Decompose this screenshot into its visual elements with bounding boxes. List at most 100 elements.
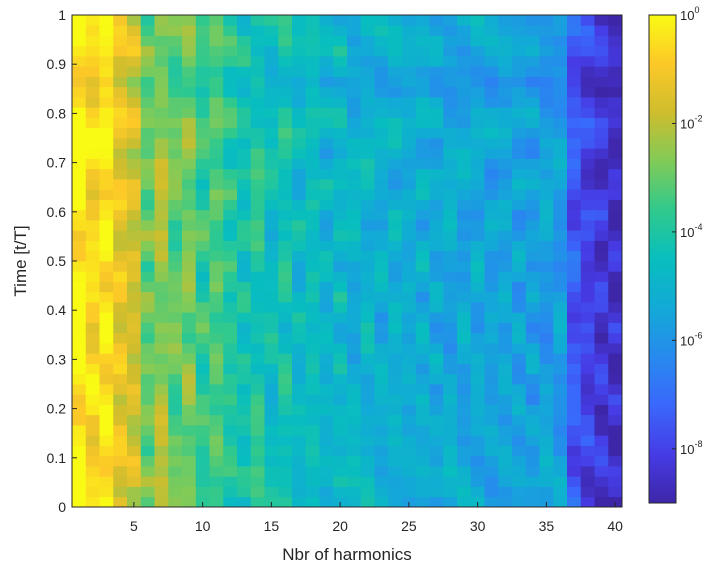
- heatmap-cell: [429, 179, 444, 190]
- heatmap-cell: [347, 199, 362, 211]
- heatmap-cell: [99, 476, 114, 487]
- heatmap-cell: [594, 373, 609, 385]
- heatmap-cell: [182, 332, 197, 344]
- heatmap-cell: [292, 250, 307, 262]
- heatmap-cell: [484, 86, 499, 98]
- heatmap-cell: [525, 107, 540, 118]
- heatmap-cell: [374, 127, 389, 139]
- heatmap-cell: [72, 35, 87, 47]
- heatmap-cell: [85, 302, 100, 313]
- heatmap-cell: [484, 220, 499, 231]
- heatmap-cell: [347, 404, 362, 416]
- heatmap-cell: [457, 158, 472, 170]
- heatmap-cell: [374, 353, 389, 364]
- heatmap-cell: [209, 66, 224, 77]
- heatmap-cell: [374, 384, 389, 395]
- heatmap-cell: [168, 302, 183, 313]
- heatmap-cell: [168, 373, 183, 385]
- heatmap-cell: [443, 148, 458, 159]
- heatmap-cell: [99, 15, 114, 26]
- heatmap-cell: [85, 363, 100, 375]
- heatmap-cell: [99, 35, 114, 47]
- heatmap-cell: [457, 281, 472, 293]
- heatmap-cell: [567, 189, 582, 200]
- heatmap-cell: [388, 127, 403, 139]
- heatmap-cell: [292, 97, 307, 108]
- heatmap-cell: [429, 15, 444, 26]
- heatmap-cell: [209, 199, 224, 211]
- x-tick-label: 25: [401, 518, 417, 534]
- heatmap-cell: [319, 312, 334, 323]
- heatmap-cell: [443, 76, 458, 88]
- heatmap-cell: [512, 127, 527, 139]
- heatmap-cell: [567, 496, 582, 508]
- heatmap-cell: [347, 230, 362, 241]
- heatmap-cell: [292, 343, 307, 354]
- heatmap-cell: [512, 97, 527, 108]
- heatmap-cell: [443, 271, 458, 282]
- heatmap-cell: [374, 240, 389, 252]
- heatmap-cell: [374, 466, 389, 477]
- heatmap-cell: [292, 486, 307, 498]
- heatmap-cell: [553, 486, 568, 498]
- heatmap-cell: [168, 281, 183, 293]
- heatmap-cell: [278, 168, 293, 180]
- heatmap-cell: [567, 466, 582, 477]
- heatmap-cell: [539, 373, 554, 385]
- heatmap-cell: [85, 97, 100, 108]
- heatmap-cell: [140, 373, 155, 385]
- heatmap-cell: [443, 261, 458, 272]
- heatmap-cell: [237, 291, 252, 303]
- heatmap-cell: [278, 425, 293, 436]
- heatmap-cell: [484, 168, 499, 180]
- heatmap-cell: [457, 496, 472, 508]
- heatmap-cell: [113, 107, 128, 118]
- heatmap-cell: [333, 486, 348, 498]
- heatmap-cell: [278, 445, 293, 457]
- heatmap-cell: [319, 35, 334, 47]
- heatmap-cell: [209, 445, 224, 457]
- heatmap-cell: [470, 138, 485, 149]
- heatmap-cell: [85, 127, 100, 139]
- heatmap-cell: [113, 281, 128, 293]
- heatmap-cell: [140, 179, 155, 190]
- heatmap-cell: [278, 86, 293, 98]
- heatmap-cell: [140, 15, 155, 26]
- heatmap-cell: [319, 343, 334, 354]
- heatmap-cell: [250, 230, 265, 241]
- heatmap-cell: [457, 240, 472, 252]
- heatmap-cell: [415, 343, 430, 354]
- heatmap-cell: [443, 435, 458, 446]
- heatmap-cell: [223, 445, 238, 457]
- y-axis-ticks: 00.10.20.30.40.50.60.70.80.91: [47, 7, 77, 515]
- heatmap-cell: [443, 158, 458, 170]
- heatmap-cell: [319, 56, 334, 67]
- heatmap-cell: [168, 445, 183, 457]
- heatmap-cell: [195, 25, 210, 36]
- heatmap-cell: [85, 56, 100, 67]
- heatmap-cell: [72, 496, 87, 508]
- heatmap-cell: [457, 76, 472, 88]
- heatmap-cell: [333, 138, 348, 149]
- heatmap-cell: [457, 45, 472, 57]
- heatmap-cell: [498, 158, 513, 170]
- heatmap-cell: [168, 25, 183, 36]
- heatmap-cell: [319, 158, 334, 170]
- heatmap-cell: [608, 148, 623, 159]
- heatmap-cell: [305, 261, 320, 272]
- heatmap-cell: [594, 384, 609, 395]
- heatmap-cell: [333, 76, 348, 88]
- heatmap-cell: [525, 466, 540, 477]
- heatmap-cell: [443, 117, 458, 129]
- heatmap-cell: [85, 394, 100, 405]
- heatmap-cell: [567, 363, 582, 375]
- heatmap-cell: [264, 209, 279, 221]
- heatmap-cell: [195, 291, 210, 303]
- heatmap-cell: [539, 302, 554, 313]
- heatmap-cell: [347, 455, 362, 467]
- heatmap-cell: [553, 455, 568, 467]
- heatmap-cell: [429, 261, 444, 272]
- heatmap-cell: [278, 15, 293, 26]
- heatmap-cell: [250, 97, 265, 108]
- x-tick-label: 15: [264, 518, 280, 534]
